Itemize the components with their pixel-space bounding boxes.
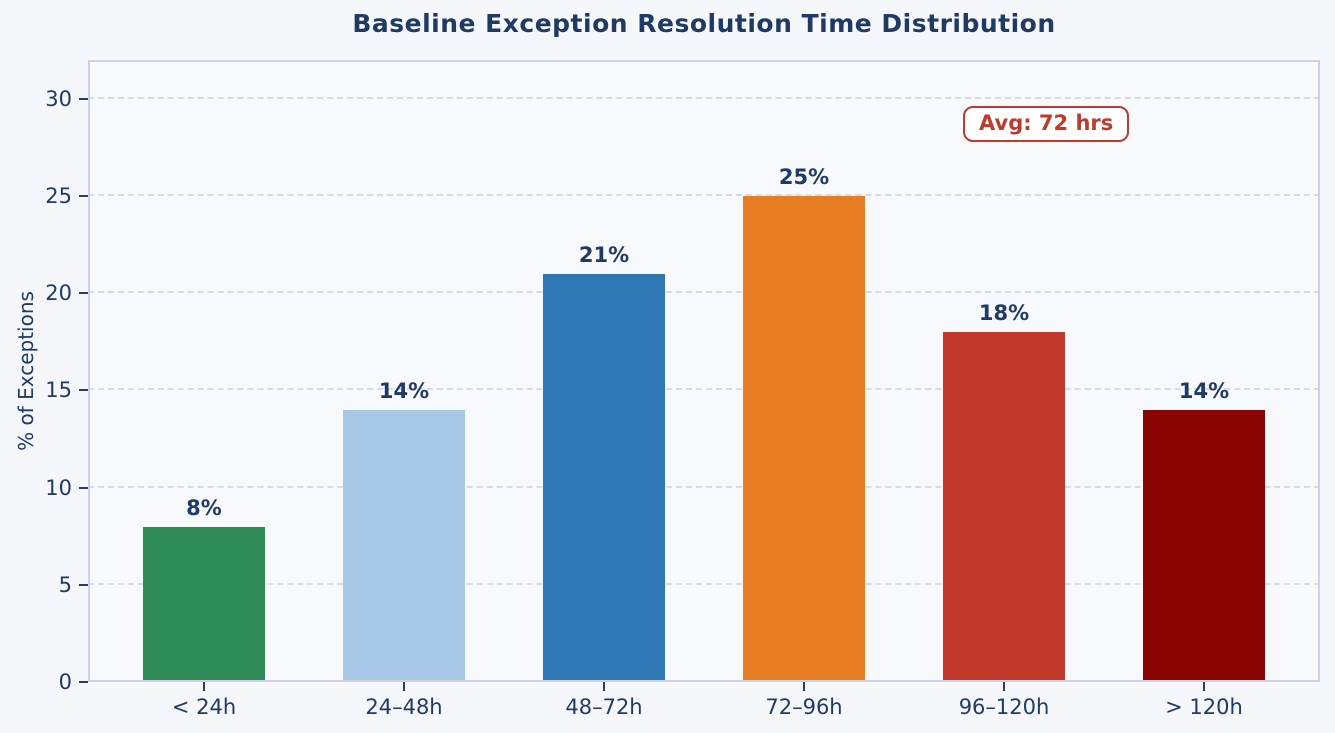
- bar-value-label: 18%: [978, 301, 1030, 326]
- x-tick-mark: [1203, 682, 1205, 691]
- y-tick-mark: [79, 292, 88, 295]
- y-tick-mark: [79, 195, 88, 198]
- x-tick-mark: [203, 682, 205, 691]
- bar-value-label: 14%: [378, 378, 430, 403]
- x-tick-label: 48–72h: [565, 695, 643, 719]
- bar-value-label: 8%: [186, 495, 222, 520]
- x-tick-label: < 24h: [171, 695, 237, 719]
- bar: [143, 526, 265, 682]
- y-tick-label: 30: [45, 86, 72, 111]
- y-tick-label: 15: [45, 378, 72, 403]
- gridline: [88, 194, 1320, 197]
- gridline: [88, 291, 1320, 294]
- y-tick-mark: [79, 389, 88, 392]
- y-tick-label: 10: [45, 475, 72, 500]
- bar: [543, 273, 665, 682]
- x-tick-label: > 120h: [1165, 695, 1243, 719]
- y-axis-label: % of Exceptions: [14, 291, 38, 451]
- bar: [343, 409, 465, 682]
- bar: [743, 196, 865, 682]
- avg-annotation: Avg: 72 hrs: [963, 106, 1130, 142]
- y-tick-mark: [79, 583, 88, 586]
- y-tick-mark: [79, 486, 88, 489]
- x-tick-mark: [403, 682, 405, 691]
- x-tick-label: 24–48h: [365, 695, 443, 719]
- y-tick-label: 5: [58, 572, 72, 597]
- chart-title: Baseline Exception Resolution Time Distr…: [352, 9, 1056, 38]
- gridline: [88, 485, 1320, 488]
- bar-value-label: 25%: [778, 165, 830, 190]
- x-tick-mark: [603, 682, 605, 691]
- y-tick-label: 20: [45, 281, 72, 306]
- x-tick-label: 72–96h: [765, 695, 843, 719]
- bar: [1143, 409, 1265, 682]
- y-tick-label: 25: [45, 184, 72, 209]
- bar: [943, 332, 1065, 682]
- y-tick-mark: [79, 97, 88, 100]
- bar-value-label: 14%: [1178, 378, 1230, 403]
- y-tick-label: 0: [58, 670, 72, 694]
- axes-spines: [88, 60, 1320, 682]
- x-tick-mark: [803, 682, 805, 691]
- x-tick-label: 96–120h: [958, 695, 1050, 719]
- gridline: [88, 388, 1320, 391]
- gridline: [88, 96, 1320, 99]
- plot-area: 8% 14% 21% 25% 18% 14% Avg: 72 hrs: [88, 60, 1320, 682]
- y-tick-mark: [79, 681, 88, 683]
- bar-value-label: 21%: [578, 242, 630, 267]
- gridline: [88, 582, 1320, 585]
- x-tick-mark: [1003, 682, 1005, 691]
